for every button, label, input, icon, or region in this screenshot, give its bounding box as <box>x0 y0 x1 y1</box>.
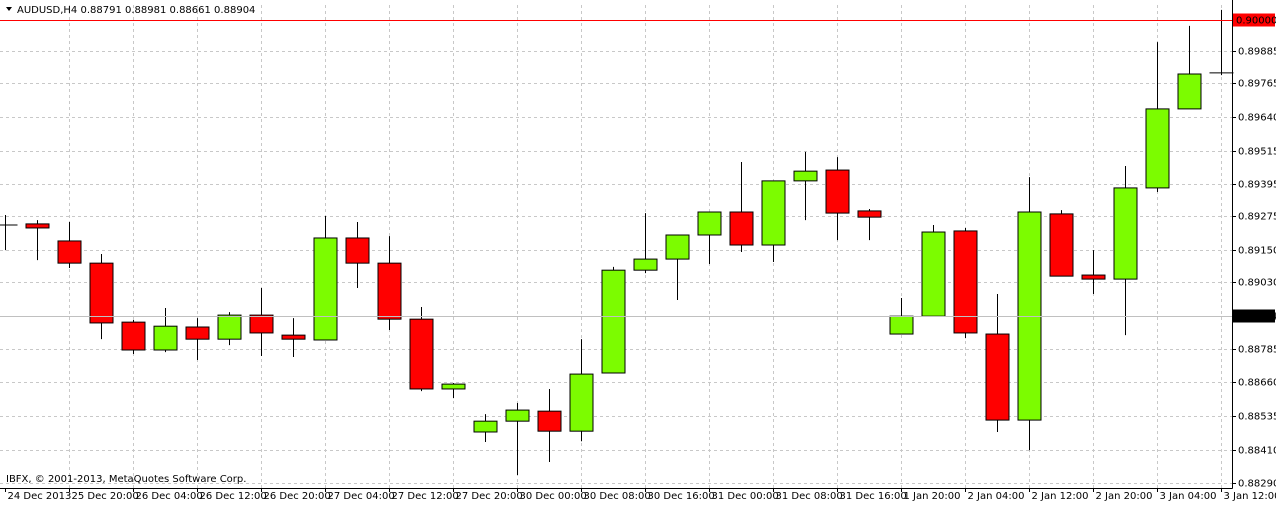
candle-body <box>1177 73 1202 110</box>
candle-body <box>985 333 1010 421</box>
candle-body <box>25 223 50 229</box>
y-tick-label: 0.89765 <box>1238 79 1276 90</box>
x-tick-label: 3 Jan 12:00 <box>1224 491 1276 502</box>
candle-body <box>665 234 690 260</box>
candle-body <box>569 373 594 432</box>
candle-body <box>505 409 530 422</box>
candle-body <box>217 314 242 340</box>
x-tick-label: 1 Jan 20:00 <box>904 491 961 502</box>
candle-body <box>121 321 146 351</box>
candle-body <box>1049 213 1074 277</box>
y-tick-label: 0.89640 <box>1238 113 1276 124</box>
candle-body <box>729 211 754 246</box>
level-label-box <box>1233 13 1275 27</box>
candle-body <box>857 210 882 218</box>
candle-body <box>185 326 210 340</box>
candle-body <box>153 325 178 351</box>
candle-body <box>889 315 914 335</box>
x-tick-label: 26 Dec 20:00 <box>264 491 331 502</box>
x-tick-label: 3 Jan 04:00 <box>1160 491 1217 502</box>
y-tick-label: 0.89275 <box>1238 212 1276 223</box>
candle-body <box>921 231 946 317</box>
candle-body <box>537 410 562 432</box>
y-tick-label: 0.89395 <box>1238 180 1276 191</box>
y-tick-label: 0.88785 <box>1238 345 1276 356</box>
y-tick-label: 0.89030 <box>1238 278 1276 289</box>
candle-body <box>633 258 658 271</box>
copyright: IBFX, © 2001-2013, MetaQuotes Software C… <box>6 474 246 485</box>
level-label: 0.90000 <box>1236 16 1276 27</box>
candle-body <box>1145 108 1170 189</box>
candle-body <box>1081 274 1106 280</box>
menu-arrow[interactable] <box>6 7 12 11</box>
y-tick-label: 0.89150 <box>1238 246 1276 257</box>
x-tick-label: 24 Dec 2013 <box>8 491 72 502</box>
candle-body <box>441 383 466 390</box>
x-tick-label: 26 Dec 12:00 <box>200 491 267 502</box>
y-tick-label: 0.88535 <box>1238 412 1276 423</box>
y-tick-label: 0.89515 <box>1238 147 1276 158</box>
candle-body <box>761 180 786 246</box>
x-tick-label: 30 Dec 00:00 <box>520 491 587 502</box>
chart-title: AUDUSD,H4 0.88791 0.88981 0.88661 0.8890… <box>17 5 255 16</box>
x-tick-label: 30 Dec 16:00 <box>648 491 715 502</box>
candle-body <box>89 262 114 324</box>
x-tick-label: 2 Jan 20:00 <box>1096 491 1153 502</box>
x-tick-label: 27 Dec 20:00 <box>456 491 523 502</box>
x-tick-label: 31 Dec 16:00 <box>840 491 907 502</box>
level-label-box <box>1233 309 1275 323</box>
level-label: 0.88904 <box>1236 312 1276 323</box>
candle-body <box>281 334 306 340</box>
candle-body <box>377 262 402 320</box>
candle-body <box>697 211 722 236</box>
y-tick-label: 0.88410 <box>1238 446 1276 457</box>
x-tick-label: 31 Dec 00:00 <box>712 491 779 502</box>
x-tick-label: 30 Dec 08:00 <box>584 491 651 502</box>
candle-body <box>345 237 370 264</box>
candle-body <box>1113 187 1138 280</box>
candle-body <box>57 240 82 264</box>
candle-body <box>249 314 274 334</box>
candle-body <box>825 169 850 214</box>
x-tick-label: 27 Dec 12:00 <box>392 491 459 502</box>
candle-body <box>473 420 498 433</box>
x-tick-label: 2 Jan 04:00 <box>968 491 1025 502</box>
plot <box>0 9 1234 476</box>
y-tick-label: 0.88290 <box>1238 479 1276 490</box>
candle-body <box>953 230 978 334</box>
candle-body <box>313 237 338 341</box>
y-tick-label: 0.88660 <box>1238 378 1276 389</box>
x-tick-label: 2 Jan 12:00 <box>1032 491 1089 502</box>
x-tick-label: 27 Dec 04:00 <box>328 491 395 502</box>
x-tick-label: 26 Dec 04:00 <box>136 491 203 502</box>
x-tick-label: 31 Dec 08:00 <box>776 491 843 502</box>
y-tick-label: 0.89885 <box>1238 47 1276 58</box>
x-tick-label: 25 Dec 20:00 <box>72 491 139 502</box>
candle-body <box>601 269 626 374</box>
candle-body <box>793 170 818 182</box>
candle-body <box>409 318 434 390</box>
